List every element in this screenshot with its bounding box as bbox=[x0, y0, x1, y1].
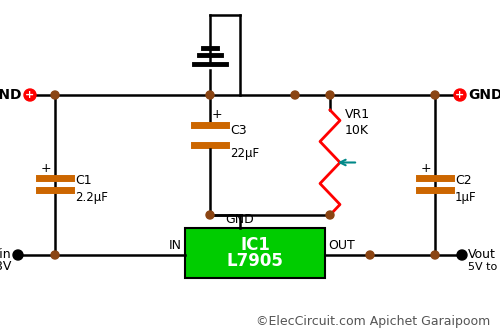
Text: C3: C3 bbox=[230, 124, 246, 136]
Circle shape bbox=[366, 251, 374, 259]
Circle shape bbox=[24, 89, 36, 101]
Text: +: + bbox=[421, 161, 432, 175]
Circle shape bbox=[206, 211, 214, 219]
Text: 22μF: 22μF bbox=[230, 146, 259, 159]
FancyBboxPatch shape bbox=[185, 228, 325, 278]
Circle shape bbox=[454, 89, 466, 101]
Text: +: + bbox=[26, 90, 35, 100]
Circle shape bbox=[457, 250, 467, 260]
Text: +: + bbox=[41, 161, 51, 175]
Text: 1μF: 1μF bbox=[455, 191, 476, 203]
Text: GND: GND bbox=[0, 88, 22, 102]
Text: IC1: IC1 bbox=[240, 236, 270, 254]
Text: GND: GND bbox=[468, 88, 500, 102]
Text: Vin: Vin bbox=[0, 249, 12, 262]
Text: ©ElecCircuit.com Apichet Garaipoom: ©ElecCircuit.com Apichet Garaipoom bbox=[256, 316, 490, 329]
Circle shape bbox=[13, 250, 23, 260]
Circle shape bbox=[291, 91, 299, 99]
Circle shape bbox=[326, 91, 334, 99]
Circle shape bbox=[431, 91, 439, 99]
Circle shape bbox=[206, 91, 214, 99]
Text: C1: C1 bbox=[75, 174, 92, 187]
Text: C2: C2 bbox=[455, 174, 471, 187]
Text: OUT: OUT bbox=[328, 239, 355, 252]
Circle shape bbox=[51, 91, 59, 99]
Text: IN: IN bbox=[169, 239, 182, 252]
Text: Vout: Vout bbox=[468, 249, 496, 262]
Text: 28V: 28V bbox=[0, 261, 12, 273]
Text: 10K: 10K bbox=[345, 124, 369, 136]
Text: GND: GND bbox=[226, 213, 254, 226]
Circle shape bbox=[431, 251, 439, 259]
Circle shape bbox=[51, 251, 59, 259]
Text: 5V to 25V: 5V to 25V bbox=[468, 262, 500, 272]
Circle shape bbox=[326, 211, 334, 219]
Text: L7905: L7905 bbox=[226, 252, 283, 270]
Text: +: + bbox=[456, 90, 464, 100]
Text: 2.2μF: 2.2μF bbox=[75, 191, 108, 203]
Text: +: + bbox=[212, 109, 222, 122]
Text: VR1: VR1 bbox=[345, 109, 370, 122]
